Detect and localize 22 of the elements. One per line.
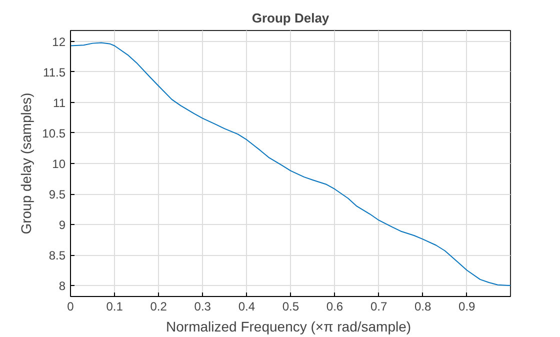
x-tick-label: 0.9 — [458, 300, 476, 314]
y-tick-label: 11.5 — [43, 65, 66, 80]
x-tick-label: 0.5 — [282, 300, 300, 314]
x-tick-label: 0.3 — [194, 300, 212, 314]
y-tick-label: 9.5 — [48, 188, 66, 202]
x-tick-label: 0.2 — [150, 300, 168, 314]
y-axis-title: Group delay (samples) — [18, 92, 34, 234]
x-tick-label: 0.4 — [238, 300, 256, 314]
x-axis-title: Normalized Frequency (×π rad/sample) — [166, 318, 412, 334]
y-tick-label: 8.5 — [48, 248, 66, 263]
x-tick-label: 0.6 — [326, 300, 344, 314]
y-tick-label: 10.5 — [42, 126, 66, 140]
x-tick-label: 0 — [67, 300, 74, 314]
x-tick-label: 0.1 — [106, 300, 124, 314]
y-tick-label: 9 — [58, 218, 66, 232]
x-tick-label: 0.8 — [414, 300, 432, 314]
y-tick-label: 11 — [53, 96, 66, 110]
chart-title: Group Delay — [252, 10, 330, 26]
y-tick-label: 10 — [52, 157, 66, 171]
x-tick-label: 0.7 — [370, 300, 388, 314]
y-tick-label: 12 — [52, 34, 66, 49]
y-tick-label: 8 — [58, 279, 66, 294]
